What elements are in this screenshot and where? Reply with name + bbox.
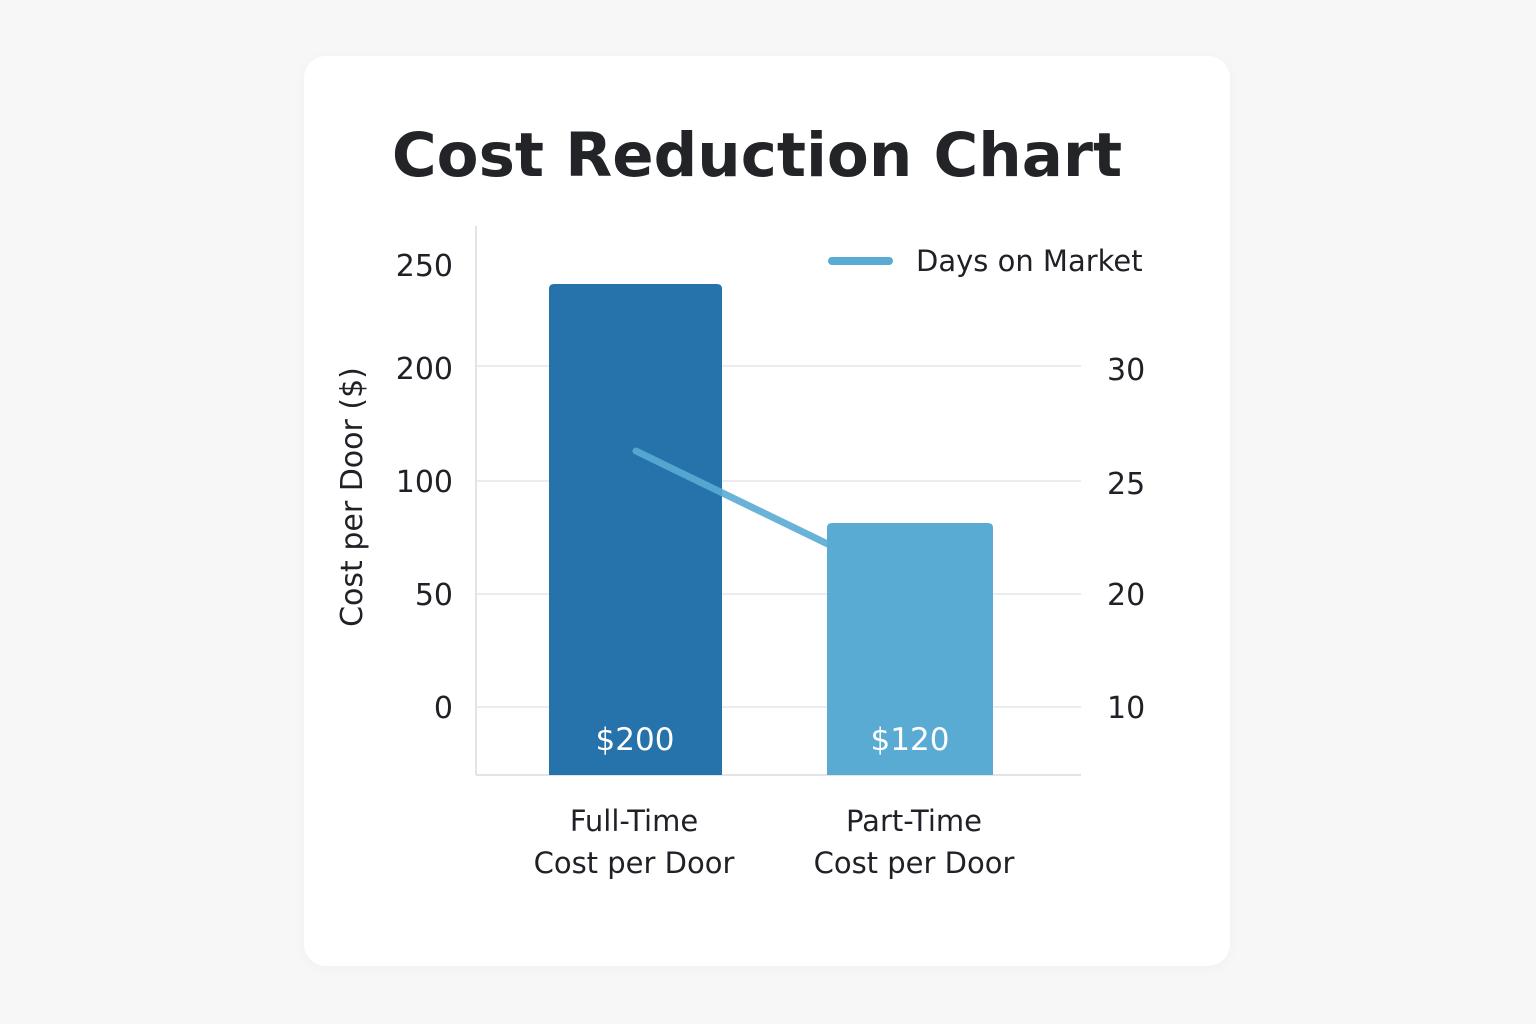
x-tick-label: Part-Time bbox=[846, 804, 982, 838]
legend-label: Days on Market bbox=[916, 244, 1143, 278]
bars: $200 $120 bbox=[549, 284, 993, 775]
y-axis-label: Cost per Door ($) bbox=[335, 367, 370, 627]
tick-labels: 0 50 100 200 250 10 20 25 30 bbox=[396, 249, 1145, 726]
y2-tick-label: 20 bbox=[1107, 578, 1145, 613]
y-tick-label: 200 bbox=[396, 352, 453, 387]
chart-title: Cost Reduction Chart bbox=[392, 120, 1122, 191]
bar-data-label: $200 bbox=[596, 722, 675, 758]
x-tick-label: Full-Time bbox=[570, 804, 698, 838]
y2-tick-label: 30 bbox=[1107, 353, 1145, 388]
y-tick-label: 250 bbox=[396, 249, 453, 284]
y-tick-label: 100 bbox=[396, 465, 453, 500]
y-tick-label: 50 bbox=[415, 578, 453, 613]
y2-tick-label: 25 bbox=[1107, 467, 1145, 502]
bar bbox=[827, 523, 993, 775]
legend: Days on Market bbox=[828, 244, 1143, 278]
line-series bbox=[632, 447, 914, 588]
bar-data-label: $120 bbox=[871, 722, 950, 758]
y-tick-label: 0 bbox=[434, 691, 453, 726]
bar bbox=[549, 284, 722, 775]
line-days-on-market bbox=[632, 447, 914, 588]
y2-tick-label: 10 bbox=[1107, 691, 1145, 726]
x-tick-label: Cost per Door bbox=[534, 846, 735, 880]
category-labels: Full-Time Cost per Door Part-Time Cost per … bbox=[534, 804, 1015, 880]
x-tick-label: Cost per Door bbox=[814, 846, 1015, 880]
